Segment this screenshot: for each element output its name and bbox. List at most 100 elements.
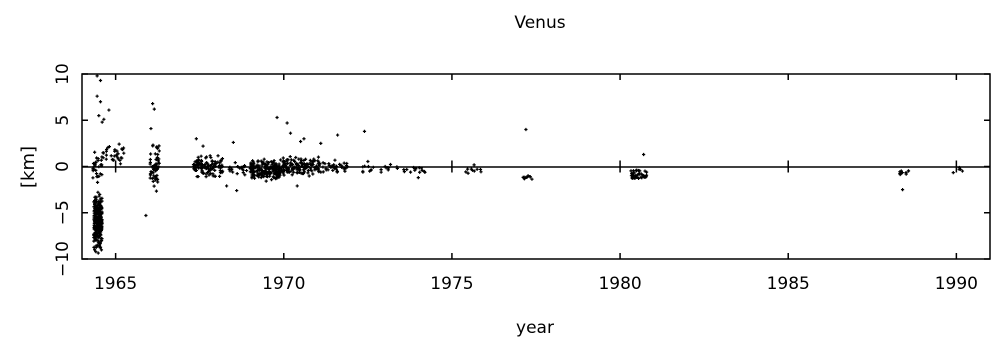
data-point (641, 173, 645, 177)
data-point (333, 166, 337, 170)
data-point (271, 175, 275, 179)
data-point (636, 176, 641, 181)
data-point (107, 145, 111, 149)
data-point (100, 196, 104, 200)
data-point (335, 169, 340, 173)
data-point (98, 100, 103, 104)
data-point (96, 251, 100, 255)
data-point (218, 170, 223, 175)
data-point (144, 213, 148, 218)
data-point (272, 166, 276, 170)
data-point (220, 169, 225, 173)
data-point (248, 170, 252, 174)
data-point (252, 161, 256, 166)
data-point (395, 165, 399, 169)
data-point (100, 227, 104, 231)
data-point (951, 170, 955, 175)
data-point (310, 163, 314, 168)
data-point (277, 172, 282, 176)
data-point (208, 154, 212, 158)
data-point (413, 168, 417, 172)
data-point (116, 152, 120, 156)
data-point (413, 166, 418, 170)
data-point (195, 163, 199, 167)
data-point (213, 159, 217, 164)
data-point (265, 160, 269, 164)
data-point (960, 169, 965, 173)
data-point (366, 159, 370, 164)
data-point (259, 172, 263, 176)
data-point (216, 165, 221, 169)
data-point (96, 233, 100, 237)
data-point (323, 162, 327, 166)
data-point (212, 165, 216, 169)
data-point (632, 171, 636, 175)
data-point (422, 169, 426, 174)
data-point (643, 169, 647, 173)
data-point (260, 163, 264, 167)
data-point (150, 165, 154, 169)
data-point (317, 163, 321, 168)
data-point (898, 172, 902, 177)
data-point (93, 150, 97, 154)
data-point (402, 168, 406, 172)
data-point (149, 126, 153, 131)
data-point (297, 167, 301, 171)
data-point (302, 137, 306, 141)
data-point (218, 166, 222, 170)
data-point (263, 166, 267, 170)
data-point (94, 197, 98, 201)
data-point (274, 165, 278, 169)
data-point (383, 164, 387, 169)
data-point (361, 169, 365, 173)
data-point (334, 167, 338, 171)
data-point (899, 169, 903, 173)
data-point (957, 165, 961, 170)
data-point (206, 167, 211, 171)
data-point (345, 165, 350, 169)
data-point (98, 192, 102, 197)
data-points (91, 74, 965, 255)
data-point (300, 158, 304, 163)
data-point (368, 169, 372, 173)
data-point (151, 170, 155, 174)
data-point (303, 157, 308, 161)
data-point (250, 168, 255, 172)
data-point (302, 162, 307, 167)
data-point (216, 160, 220, 164)
data-point (97, 194, 101, 198)
data-point (321, 161, 325, 165)
data-point (316, 167, 320, 171)
data-point (218, 161, 222, 165)
data-point (154, 189, 159, 193)
data-point (295, 184, 299, 188)
data-point (311, 172, 315, 176)
data-point (96, 224, 100, 228)
data-point (306, 171, 310, 175)
data-point (94, 209, 99, 213)
data-point (96, 190, 100, 194)
data-point (93, 195, 97, 199)
data-point (104, 147, 109, 152)
data-point (151, 143, 155, 147)
data-point (528, 175, 532, 179)
data-point (95, 243, 99, 248)
data-point (154, 145, 159, 149)
data-point (379, 168, 383, 172)
data-point (101, 151, 106, 155)
data-point (95, 94, 99, 98)
data-point (235, 188, 239, 193)
data-point (479, 170, 483, 174)
data-point (290, 173, 294, 177)
data-point (95, 219, 100, 223)
data-point (294, 155, 298, 160)
data-point (101, 156, 105, 160)
data-point (281, 156, 285, 160)
data-point (104, 157, 108, 161)
data-point (120, 156, 124, 160)
data-point (285, 121, 289, 125)
y-axis-label: [km] (18, 146, 39, 188)
data-point (639, 175, 643, 179)
data-point (307, 174, 311, 178)
y-tick-label: −10 (53, 241, 73, 277)
